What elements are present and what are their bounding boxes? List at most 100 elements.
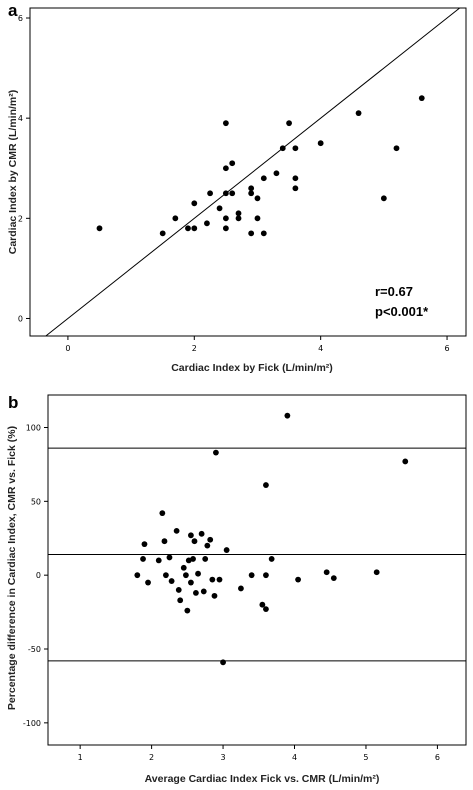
data-point xyxy=(248,572,255,579)
data-point xyxy=(177,597,184,604)
data-point xyxy=(183,572,189,579)
data-point xyxy=(188,532,194,539)
data-point xyxy=(380,195,387,202)
data-point xyxy=(222,215,229,222)
x-tick-label: 4 xyxy=(318,344,323,353)
data-point xyxy=(238,585,244,592)
data-point xyxy=(286,120,292,127)
data-point xyxy=(204,220,210,227)
panel-a-pvalue-annotation: p<0.001* xyxy=(375,304,429,319)
y-tick-label: 4 xyxy=(18,114,23,123)
data-point xyxy=(263,606,269,613)
x-tick-label: 1 xyxy=(78,753,83,762)
data-point xyxy=(134,572,141,579)
data-point xyxy=(216,205,223,212)
data-point xyxy=(222,225,229,232)
data-point xyxy=(284,412,291,419)
data-point xyxy=(193,589,199,596)
panel-b-label: b xyxy=(8,393,18,412)
x-tick-label: 6 xyxy=(444,344,449,353)
data-point xyxy=(418,95,425,102)
data-point xyxy=(172,215,179,222)
panel-b-reference-lines xyxy=(48,447,466,662)
data-point xyxy=(273,170,280,177)
x-tick-label: 5 xyxy=(363,753,368,762)
x-tick-label: 3 xyxy=(221,753,226,762)
data-point xyxy=(229,190,236,197)
data-point xyxy=(159,230,166,237)
x-tick-label: 2 xyxy=(192,344,197,353)
y-tick-label: 50 xyxy=(31,497,41,506)
data-point xyxy=(191,538,198,545)
data-point xyxy=(155,557,162,564)
panel-a-y-ticks: 0 2 4 6 xyxy=(18,14,30,323)
y-tick-label: 6 xyxy=(18,14,23,23)
data-point xyxy=(159,510,166,517)
y-tick-label: 0 xyxy=(36,571,41,580)
data-point xyxy=(161,538,168,545)
data-point xyxy=(260,230,267,237)
data-point xyxy=(140,556,146,562)
data-point xyxy=(248,190,255,197)
data-point xyxy=(216,576,223,583)
x-tick-label: 6 xyxy=(435,753,440,762)
data-point xyxy=(248,230,255,237)
data-point xyxy=(195,570,201,577)
data-point xyxy=(373,569,380,576)
data-point xyxy=(223,547,230,553)
y-tick-label: -100 xyxy=(23,719,41,728)
panel-b-x-axis-label: Average Cardiac Index Fick vs. CMR (L/mi… xyxy=(145,773,380,785)
data-point xyxy=(222,120,229,127)
panel-a: a 0 2 4 6 0 2 4 6 Cardiac Index by Fick (L/min… xyxy=(7,1,467,374)
panel-b-plot-frame xyxy=(47,394,467,746)
data-point xyxy=(292,145,299,152)
data-point xyxy=(330,575,337,582)
data-point xyxy=(295,576,301,583)
data-point xyxy=(207,536,214,543)
data-point xyxy=(209,576,216,583)
x-tick-label: 4 xyxy=(292,753,297,762)
data-point xyxy=(188,579,194,586)
panel-a-x-axis-label: Cardiac Index by Fick (L/min/m²) xyxy=(171,362,333,374)
data-point xyxy=(162,572,169,579)
data-point xyxy=(259,601,266,608)
panel-b-x-ticks: 1 2 3 4 5 6 xyxy=(78,745,440,762)
data-point xyxy=(248,185,255,192)
y-tick-label: -50 xyxy=(28,645,41,654)
data-point xyxy=(184,607,191,614)
data-point xyxy=(263,482,269,488)
data-point xyxy=(279,145,286,152)
data-point xyxy=(268,556,275,562)
panel-a-identity-line xyxy=(45,7,460,337)
data-point xyxy=(254,195,261,202)
data-point xyxy=(402,458,409,465)
panel-a-y-axis-label: Cardiac Index by CMR (L/min/m²) xyxy=(7,90,19,255)
data-point xyxy=(204,542,211,549)
data-point xyxy=(235,210,242,217)
y-tick-label: 0 xyxy=(18,314,23,323)
panel-a-x-ticks: 0 2 4 6 xyxy=(65,336,450,353)
data-point xyxy=(166,554,173,561)
y-tick-label: 2 xyxy=(18,214,23,223)
panel-b-y-axis-label: Percentage difference in Cardiac Index, … xyxy=(6,426,18,710)
data-point xyxy=(190,556,196,562)
x-tick-label: 2 xyxy=(149,753,154,762)
data-point xyxy=(229,160,236,167)
data-point xyxy=(141,541,148,548)
panel-a-plot-frame xyxy=(29,7,467,337)
data-point xyxy=(393,145,400,152)
data-point xyxy=(292,175,299,182)
data-point xyxy=(168,578,175,584)
y-tick-label: 100 xyxy=(26,423,41,432)
data-point xyxy=(200,588,207,595)
data-point xyxy=(191,200,198,207)
data-point xyxy=(202,556,209,562)
data-point xyxy=(222,165,229,172)
data-point xyxy=(207,190,213,197)
data-point xyxy=(96,225,103,232)
data-point xyxy=(180,564,187,571)
data-point xyxy=(235,215,242,222)
data-point xyxy=(211,592,218,599)
data-point xyxy=(185,225,191,232)
